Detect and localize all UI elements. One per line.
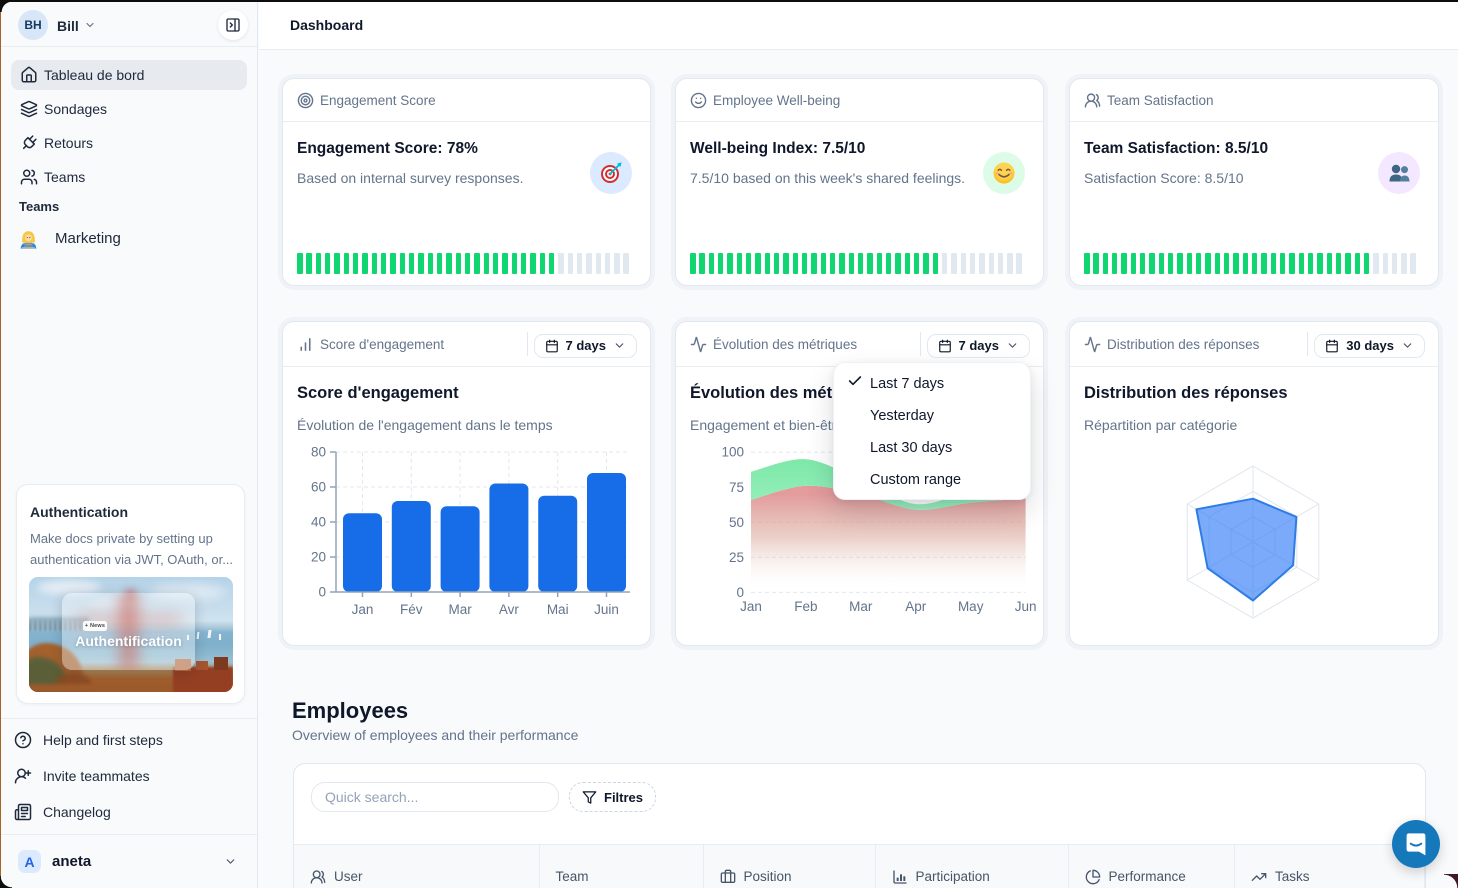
svg-text:100: 100 — [721, 445, 744, 460]
svg-text:Jun: Jun — [1015, 599, 1037, 614]
svg-text:Mar: Mar — [849, 599, 873, 614]
svg-text:May: May — [958, 599, 984, 614]
svg-text:Fév: Fév — [400, 602, 423, 617]
svg-text:0: 0 — [318, 585, 326, 600]
svg-text:50: 50 — [729, 515, 744, 530]
svg-text:60: 60 — [311, 480, 326, 495]
svg-text:Jan: Jan — [352, 602, 374, 617]
svg-text:Mar: Mar — [448, 602, 472, 617]
svg-text:80: 80 — [311, 445, 326, 460]
svg-text:25: 25 — [729, 550, 744, 565]
svg-text:Avr: Avr — [499, 602, 520, 617]
svg-text:Apr: Apr — [905, 599, 927, 614]
svg-text:Juin: Juin — [594, 602, 619, 617]
svg-text:Jan: Jan — [740, 599, 762, 614]
svg-text:Feb: Feb — [794, 599, 817, 614]
svg-text:20: 20 — [311, 550, 326, 565]
svg-text:75: 75 — [729, 480, 744, 495]
svg-text:40: 40 — [311, 515, 326, 530]
svg-text:Mai: Mai — [547, 602, 569, 617]
svg-text:0: 0 — [736, 585, 744, 600]
